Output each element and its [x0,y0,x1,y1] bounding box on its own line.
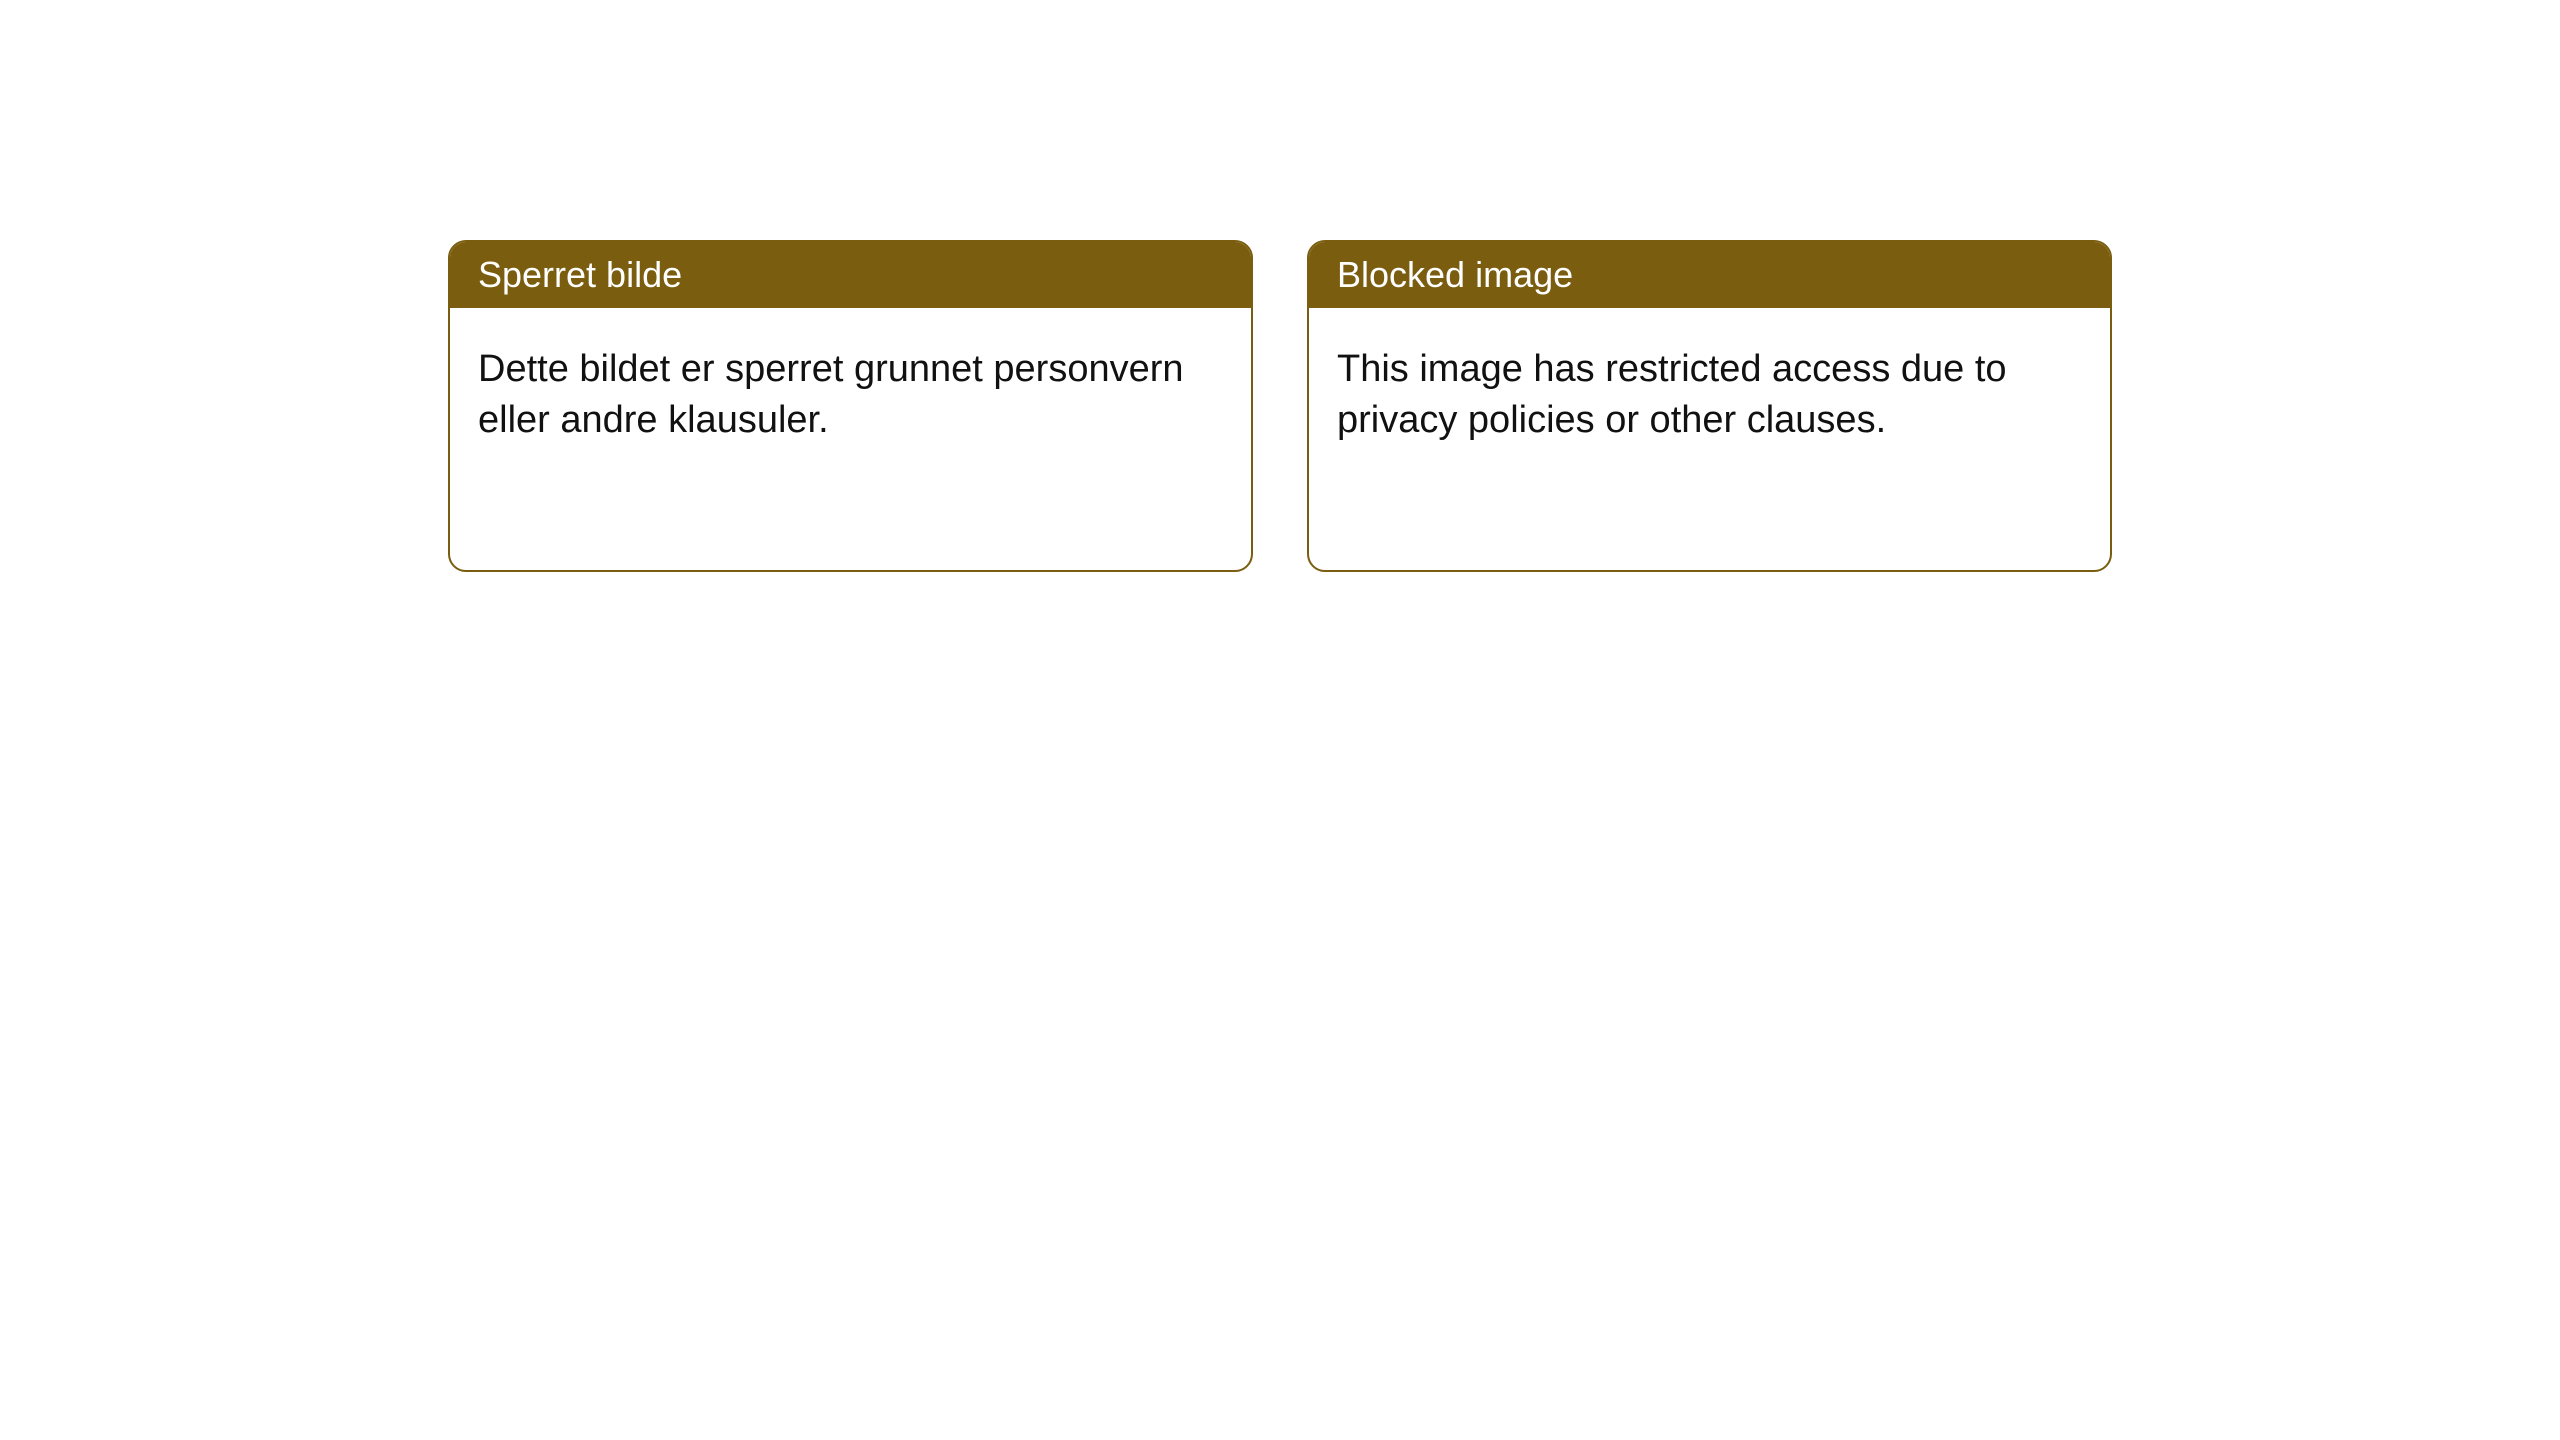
notice-title: Sperret bilde [478,254,682,295]
notice-header: Sperret bilde [450,242,1251,308]
notice-header: Blocked image [1309,242,2110,308]
notice-card-english: Blocked image This image has restricted … [1307,240,2112,572]
notice-title: Blocked image [1337,254,1573,295]
notice-body-text: This image has restricted access due to … [1337,348,2007,441]
notice-body-text: Dette bildet er sperret grunnet personve… [478,348,1184,441]
notice-body: Dette bildet er sperret grunnet personve… [450,308,1251,483]
notice-container: Sperret bilde Dette bildet er sperret gr… [0,0,2560,572]
notice-body: This image has restricted access due to … [1309,308,2110,483]
notice-card-norwegian: Sperret bilde Dette bildet er sperret gr… [448,240,1253,572]
